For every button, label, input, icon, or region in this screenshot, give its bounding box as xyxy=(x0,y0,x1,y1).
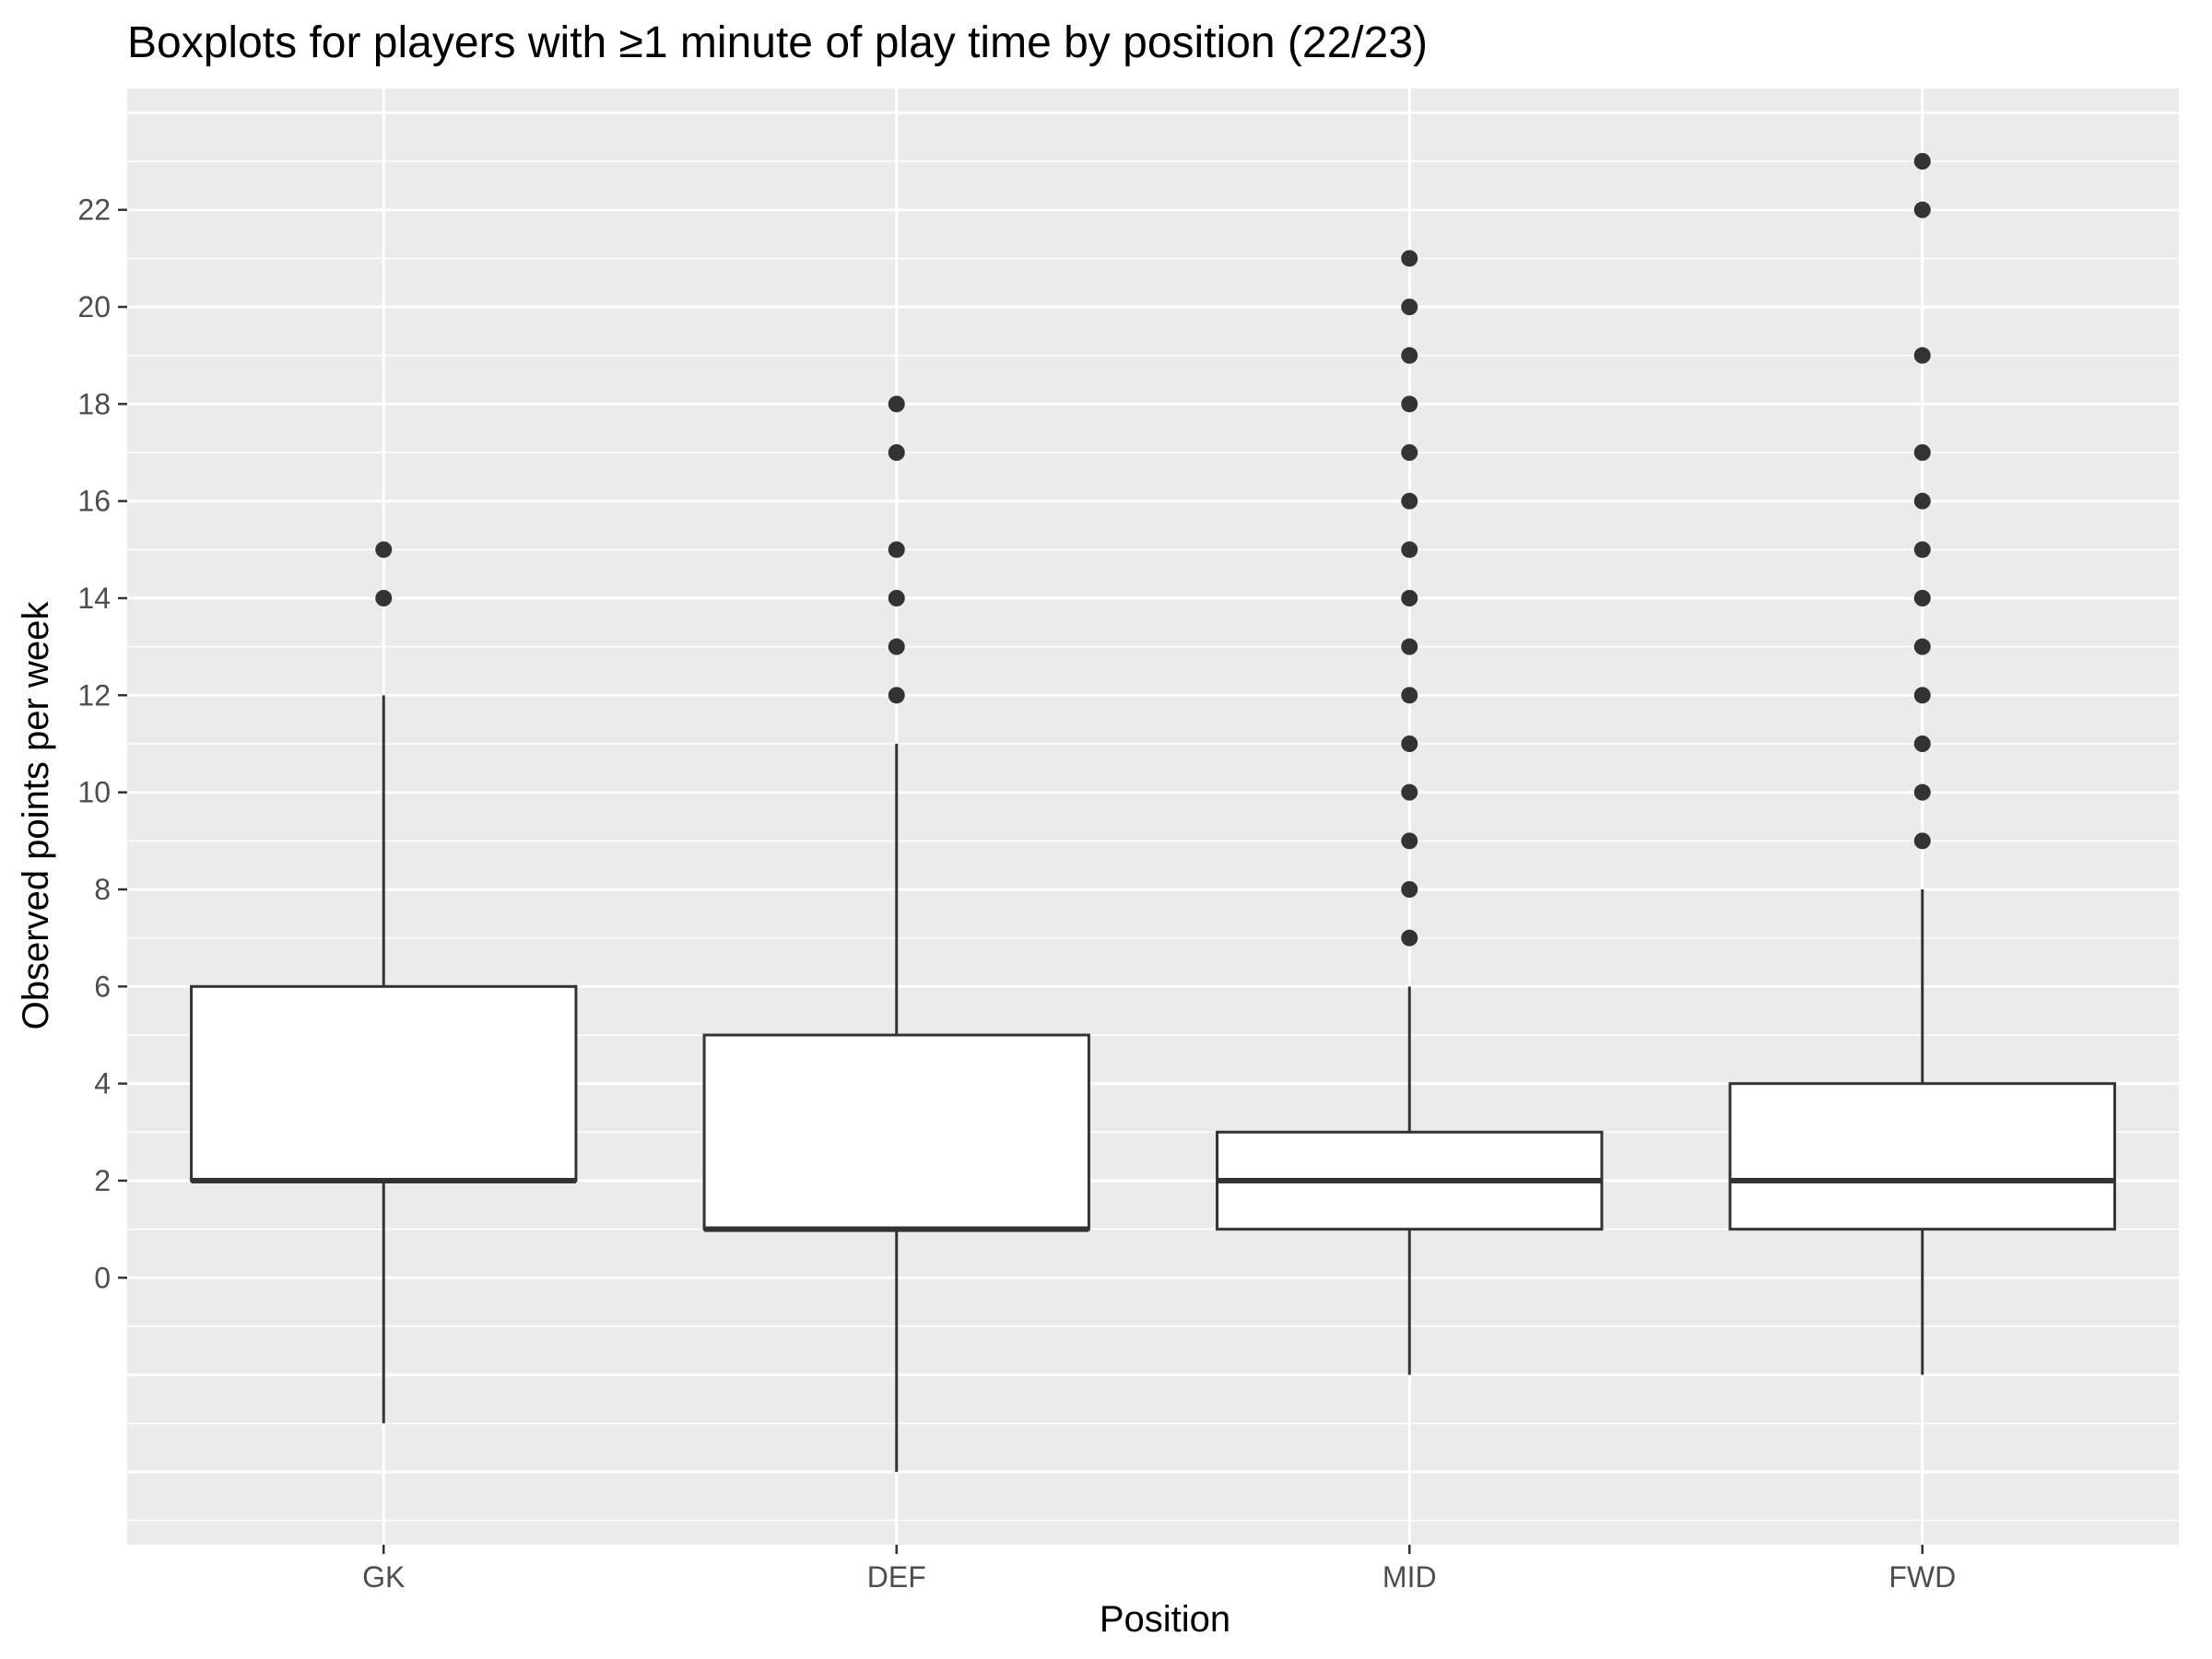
y-tick-label: 12 xyxy=(77,678,111,712)
outlier-point-fwd xyxy=(1913,590,1931,606)
outlier-point-def xyxy=(888,687,905,704)
y-tick-label: 0 xyxy=(94,1261,111,1294)
box-def xyxy=(702,1033,1090,1231)
outlier-point-mid xyxy=(1401,735,1418,752)
y-tick-label: 4 xyxy=(94,1067,111,1100)
y-axis-title: Observed points per week xyxy=(16,601,56,1030)
x-tick-label-gk: GK xyxy=(362,1560,405,1594)
x-tick-label-def: DEF xyxy=(867,1560,926,1594)
y-tick-label: 6 xyxy=(94,970,111,1003)
plot-panel xyxy=(127,88,2179,1545)
outlier-point-mid xyxy=(1401,590,1418,606)
outlier-point-fwd xyxy=(1913,444,1931,461)
outlier-point-mid xyxy=(1401,250,1418,267)
chart-title: Boxplots for players with ≥1 minute of p… xyxy=(127,18,1428,67)
x-axis-title: Position xyxy=(1100,1599,1230,1640)
outlier-point-mid xyxy=(1401,929,1418,947)
outlier-point-gk xyxy=(375,541,393,559)
outlier-point-mid xyxy=(1401,638,1418,655)
outlier-point-fwd xyxy=(1913,541,1931,559)
outlier-point-fwd xyxy=(1913,735,1931,752)
plot-area: 0 2 4 6 8 10 12 14 16 18 20 22 GK DEF MID FWD xyxy=(77,88,2179,1594)
outlier-point-mid xyxy=(1401,687,1418,704)
y-tick-label: 20 xyxy=(77,290,111,324)
outlier-point-mid xyxy=(1401,299,1418,315)
outlier-point-fwd xyxy=(1913,347,1931,364)
outlier-point-fwd xyxy=(1913,783,1931,801)
y-tick-label: 2 xyxy=(94,1164,111,1197)
y-tick-label: 16 xyxy=(77,485,111,518)
box-gk xyxy=(190,984,578,1182)
x-tick-label-fwd: FWD xyxy=(1888,1560,1956,1594)
outlier-point-mid xyxy=(1401,541,1418,559)
outlier-point-mid xyxy=(1401,832,1418,850)
outlier-point-def xyxy=(888,541,905,559)
x-tick-label-mid: MID xyxy=(1382,1560,1437,1594)
outlier-point-mid xyxy=(1401,395,1418,413)
outlier-point-fwd xyxy=(1913,638,1931,655)
outlier-point-fwd xyxy=(1913,201,1931,218)
outlier-point-fwd xyxy=(1913,492,1931,510)
outlier-point-fwd xyxy=(1913,153,1931,170)
outlier-point-fwd xyxy=(1913,832,1931,850)
y-tick-label: 22 xyxy=(77,194,111,227)
outlier-point-mid xyxy=(1401,444,1418,461)
y-tick-label: 10 xyxy=(77,776,111,809)
box-fwd xyxy=(1728,1082,2116,1231)
outlier-point-mid xyxy=(1401,783,1418,801)
outlier-point-fwd xyxy=(1913,687,1931,704)
outlier-point-def xyxy=(888,638,905,655)
outlier-point-def xyxy=(888,395,905,413)
y-tick-label: 14 xyxy=(77,582,111,615)
outlier-point-gk xyxy=(375,590,393,606)
outlier-point-def xyxy=(888,444,905,461)
y-tick-label: 8 xyxy=(94,873,111,906)
y-tick-label: 18 xyxy=(77,387,111,420)
outlier-point-mid xyxy=(1401,347,1418,364)
outlier-point-def xyxy=(888,590,905,606)
outlier-point-mid xyxy=(1401,492,1418,510)
outlier-point-mid xyxy=(1401,881,1418,898)
